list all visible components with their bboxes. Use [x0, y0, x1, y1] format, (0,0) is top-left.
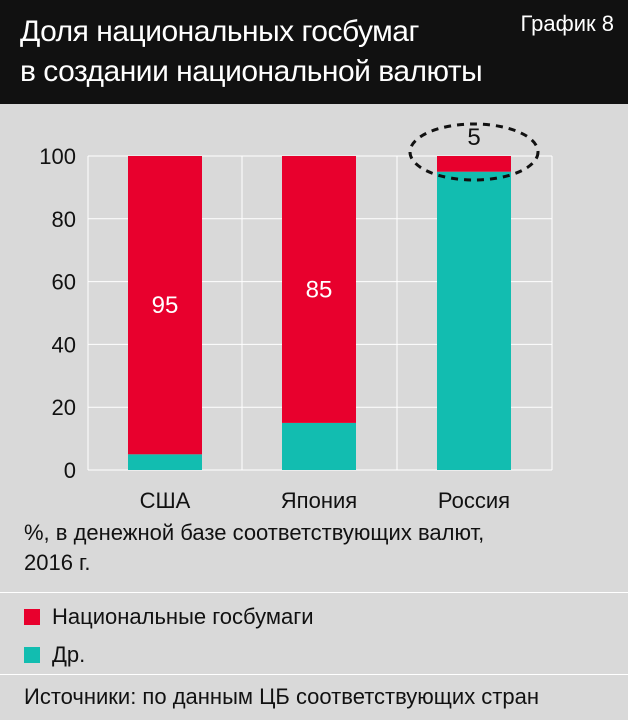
- bar-chart: 0 20 40 60 80 100 США 95 Япония 85 Россия 5: [39, 122, 553, 513]
- legend-label-gov-securities: Национальные госбумаги: [52, 604, 314, 629]
- y-tick-label: 100: [39, 144, 76, 169]
- note-line-1: %, в денежной базе соответствующих валют…: [24, 520, 485, 545]
- bar-segment-gov-securities: [437, 156, 511, 172]
- y-tick-label: 60: [52, 270, 76, 295]
- bar-segment-gov-securities: [282, 156, 356, 423]
- divider: [0, 674, 628, 675]
- bar-segment-gov-securities: [128, 156, 202, 455]
- x-tick-label: Россия: [438, 488, 510, 513]
- x-tick-label: Япония: [281, 488, 357, 513]
- legend-swatch-gov-securities: [24, 609, 40, 625]
- x-tick-label: США: [140, 488, 191, 513]
- chart-title-line-2: в создании национальной валюты: [20, 55, 483, 88]
- bar-segment-other: [437, 171, 511, 470]
- chart-note: %, в денежной базе соответствующих валют…: [24, 518, 524, 578]
- source-note: Источники: по данным ЦБ соответствующих …: [24, 684, 540, 709]
- bar-segment-other: [128, 454, 202, 470]
- chart-header: Доля национальных госбумаг в создании на…: [0, 0, 628, 104]
- legend-item-gov-securities: Национальные госбумаги: [24, 602, 314, 632]
- chart-title-line-1: Доля национальных госбумаг: [20, 15, 419, 48]
- y-tick-label: 20: [52, 395, 76, 420]
- divider: [0, 592, 628, 593]
- chart-number-label: График 8: [520, 11, 614, 36]
- note-line-2: 2016 г.: [24, 550, 91, 575]
- data-label: 85: [306, 276, 333, 303]
- legend: Национальные госбумаги Др.: [24, 602, 314, 678]
- y-tick-label: 40: [52, 332, 76, 357]
- chart-labels: 0 20 40 60 80 100 США 95 Япония 85 Россия 5: [39, 122, 540, 513]
- legend-label-other: Др.: [52, 642, 86, 667]
- legend-swatch-other: [24, 647, 40, 663]
- legend-item-other: Др.: [24, 640, 314, 670]
- data-label: 95: [152, 292, 179, 319]
- y-tick-label: 80: [52, 207, 76, 232]
- bar-segment-other: [282, 422, 356, 470]
- highlight-ellipse: [408, 122, 540, 182]
- chart-title: Доля национальных госбумаг в создании на…: [20, 12, 500, 92]
- y-tick-label: 0: [64, 458, 76, 483]
- chart-bars: [128, 156, 511, 470]
- data-label: 5: [467, 124, 480, 151]
